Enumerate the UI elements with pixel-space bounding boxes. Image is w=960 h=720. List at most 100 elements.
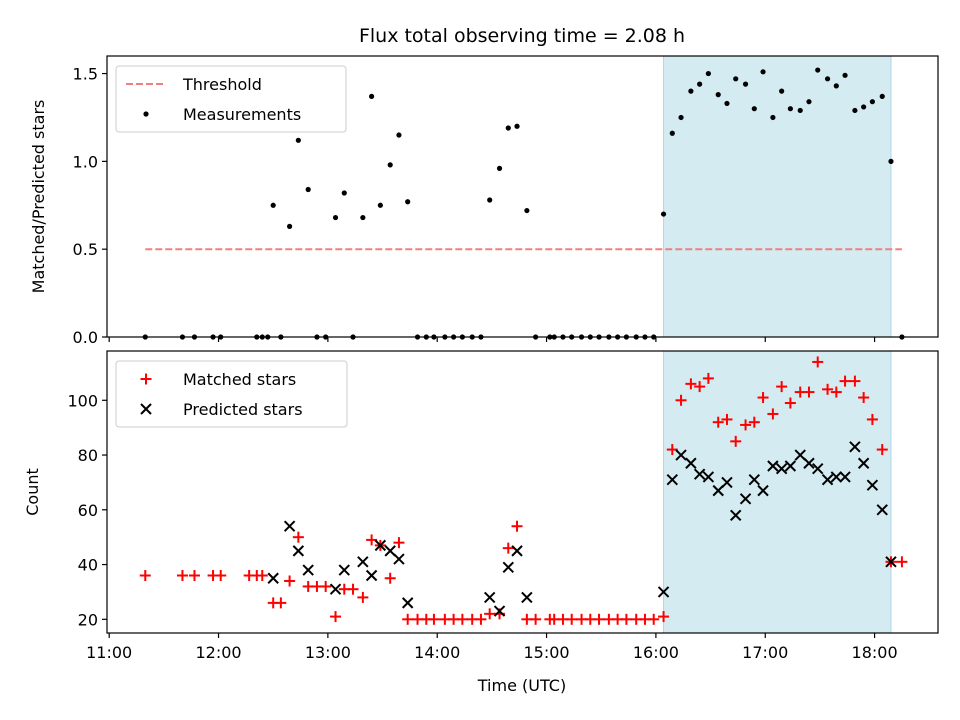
data-point bbox=[384, 545, 396, 557]
data-point bbox=[748, 416, 760, 428]
data-point bbox=[330, 611, 342, 623]
data-point bbox=[797, 107, 803, 114]
chart-title: Flux total observing time = 2.08 h bbox=[359, 25, 685, 47]
data-point bbox=[329, 583, 342, 595]
data-point-stroke bbox=[876, 504, 888, 516]
data-point bbox=[176, 570, 188, 582]
data-point bbox=[803, 386, 815, 398]
data-point bbox=[678, 114, 684, 121]
data-point bbox=[775, 463, 788, 475]
data-point bbox=[849, 375, 861, 387]
x-tick-label: 11:00 bbox=[86, 643, 132, 662]
y-tick-label: 1.5 bbox=[73, 65, 98, 84]
data-point bbox=[896, 556, 908, 568]
data-point-stroke bbox=[821, 473, 834, 486]
data-point bbox=[767, 408, 779, 420]
data-point bbox=[787, 106, 793, 112]
data-point bbox=[514, 123, 520, 129]
data-point-stroke bbox=[712, 484, 724, 497]
data-point bbox=[724, 100, 730, 107]
data-point bbox=[858, 392, 870, 404]
data-point bbox=[739, 493, 752, 505]
y-tick-label: 80 bbox=[78, 446, 98, 465]
data-point bbox=[715, 92, 721, 98]
data-point bbox=[857, 457, 870, 469]
data-point bbox=[767, 460, 779, 472]
data-point-stroke bbox=[721, 476, 733, 489]
data-point bbox=[721, 476, 733, 489]
data-point-stroke bbox=[803, 457, 815, 469]
data-point bbox=[384, 572, 396, 584]
data-point bbox=[812, 463, 824, 475]
data-point-stroke bbox=[757, 484, 769, 497]
data-point bbox=[475, 613, 487, 625]
data-point bbox=[483, 591, 496, 604]
data-point bbox=[593, 613, 605, 625]
data-point bbox=[712, 484, 724, 497]
data-point bbox=[393, 553, 405, 565]
data-point bbox=[833, 83, 839, 89]
data-point-stroke bbox=[374, 539, 387, 552]
data-point bbox=[275, 597, 287, 609]
y-tick-label: 60 bbox=[78, 501, 98, 520]
data-point bbox=[779, 88, 785, 94]
series-matched-stars bbox=[139, 356, 908, 625]
x-tick-label: 16:00 bbox=[633, 643, 679, 662]
data-point-stroke bbox=[384, 545, 396, 557]
data-point bbox=[401, 597, 414, 609]
data-point-stroke bbox=[849, 441, 861, 453]
data-point bbox=[524, 207, 530, 214]
data-point bbox=[770, 114, 776, 121]
data-point-stroke bbox=[730, 509, 742, 521]
data-point bbox=[648, 613, 660, 625]
legend-label: Predicted stars bbox=[183, 400, 303, 419]
data-point-stroke bbox=[401, 597, 414, 609]
data-point-stroke bbox=[357, 556, 369, 568]
data-point-stroke bbox=[794, 449, 806, 461]
data-point bbox=[888, 158, 894, 164]
data-point bbox=[885, 556, 897, 568]
data-point bbox=[215, 570, 227, 582]
data-point bbox=[505, 125, 511, 131]
data-point bbox=[188, 570, 200, 582]
data-point bbox=[620, 613, 632, 625]
data-point-stroke bbox=[292, 545, 305, 557]
data-point bbox=[675, 394, 687, 406]
data-point-stroke bbox=[775, 463, 788, 475]
data-point bbox=[511, 545, 523, 557]
y-tick-label: 1.0 bbox=[73, 152, 98, 171]
data-point-stroke bbox=[666, 473, 679, 486]
data-point bbox=[270, 202, 276, 208]
data-point bbox=[757, 484, 769, 497]
data-point-stroke bbox=[267, 572, 279, 584]
y-tick-label: 20 bbox=[78, 610, 98, 629]
data-point-stroke bbox=[521, 591, 533, 604]
data-point bbox=[292, 531, 304, 543]
count-panel: 20 40 60 80 100 11:00 12:00 13:00 14:00 15:00 16:0… bbox=[23, 350, 939, 662]
data-point bbox=[702, 471, 715, 483]
data-point bbox=[502, 561, 514, 573]
data-point-stroke bbox=[365, 569, 378, 582]
data-point bbox=[320, 580, 332, 592]
data-point bbox=[675, 449, 687, 461]
data-point bbox=[365, 569, 378, 582]
data-point bbox=[721, 413, 733, 425]
data-point bbox=[496, 165, 503, 171]
data-point bbox=[387, 162, 393, 168]
x-tick-label: 13:00 bbox=[305, 643, 351, 662]
data-point-stroke bbox=[767, 460, 779, 472]
data-point bbox=[751, 106, 757, 112]
data-point bbox=[784, 460, 797, 472]
data-point bbox=[487, 197, 493, 203]
data-point bbox=[493, 605, 506, 617]
data-point bbox=[357, 556, 369, 568]
data-point bbox=[669, 130, 675, 136]
data-point bbox=[815, 67, 821, 73]
data-point bbox=[688, 88, 694, 94]
data-point bbox=[876, 444, 888, 456]
data-point bbox=[456, 613, 468, 625]
x-axis-label: Time (UTC) bbox=[477, 676, 566, 695]
data-point bbox=[693, 468, 706, 480]
data-point bbox=[852, 107, 858, 114]
